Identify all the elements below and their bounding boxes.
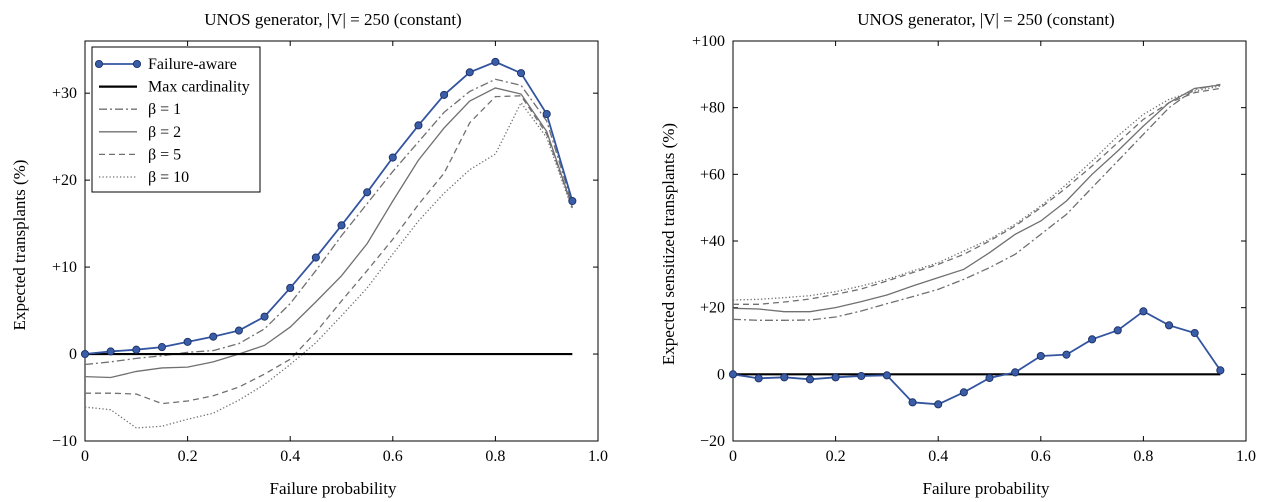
data-point xyxy=(780,373,789,382)
legend-label: β = 2 xyxy=(148,124,181,141)
data-point xyxy=(959,388,968,397)
data-point xyxy=(311,253,320,262)
y-tick-label: +30 xyxy=(52,85,77,102)
chart-title: UNOS generator, |V| = 250 (constant) xyxy=(857,10,1114,29)
x-tick-label: 0 xyxy=(81,448,89,465)
legend-box xyxy=(91,46,261,193)
series-line-marker xyxy=(84,60,574,355)
data-point xyxy=(337,221,346,230)
legend-label: Failure-aware xyxy=(148,56,237,73)
data-point xyxy=(754,374,763,383)
y-tick-label: +60 xyxy=(700,166,725,183)
chart-title: UNOS generator, |V| = 250 (constant) xyxy=(204,10,461,29)
data-point xyxy=(1011,368,1020,377)
legend-label: Max cardinality xyxy=(148,79,250,96)
legend-label: β = 1 xyxy=(148,101,181,118)
data-point xyxy=(1113,326,1122,335)
x-tick-label: 0.2 xyxy=(826,448,846,465)
data-point xyxy=(1216,366,1225,375)
data-point xyxy=(1139,307,1148,316)
x-tick-label: 1.0 xyxy=(1236,448,1256,465)
data-point xyxy=(363,188,372,197)
legend-marker xyxy=(132,59,142,69)
series-line-dashed xyxy=(733,87,1221,305)
legend-label: β = 5 xyxy=(148,146,181,163)
plot-area: 0 0.2 0.4 0.6 0.8 1.0−200+20+40+60+80+100 xyxy=(692,33,1256,465)
x-tick-label: 0.4 xyxy=(280,448,300,465)
data-point xyxy=(1062,350,1071,359)
data-point xyxy=(542,109,551,119)
data-point xyxy=(260,312,269,321)
y-tick-label: +20 xyxy=(52,172,77,189)
data-point xyxy=(805,375,815,384)
x-tick-label: 0.8 xyxy=(1133,448,1153,465)
data-point xyxy=(1088,335,1097,344)
y-tick-label: +10 xyxy=(52,259,77,276)
data-point xyxy=(183,337,192,346)
y-axis-label: Expected transplants (%) xyxy=(10,160,29,331)
y-tick-label: 0 xyxy=(717,366,725,383)
x-tick-label: 0.6 xyxy=(1031,448,1051,465)
data-point xyxy=(568,196,577,206)
series-line-marker xyxy=(732,310,1222,406)
data-point xyxy=(388,153,397,162)
legend: Failure-aware Max cardinality β = 1 β = 2 β … xyxy=(91,46,261,193)
y-tick-label: +80 xyxy=(700,100,725,117)
chart-expected-sensitized-transplants: UNOS generator, |V| = 250 (constant) Fai… xyxy=(659,10,1256,498)
data-point xyxy=(234,326,243,335)
chart-expected-transplants: UNOS generator, |V| = 250 (constant) Fai… xyxy=(10,10,608,498)
data-point xyxy=(209,332,218,341)
data-point xyxy=(517,69,526,78)
x-tick-label: 0.6 xyxy=(383,448,403,465)
y-tick-label: −10 xyxy=(52,433,77,450)
plot-frame xyxy=(84,40,599,442)
x-axis-label: Failure probability xyxy=(269,479,397,498)
series-line-solid xyxy=(84,87,573,379)
data-point xyxy=(934,400,943,409)
data-point xyxy=(1036,351,1045,361)
x-tick-label: 0.4 xyxy=(928,448,948,465)
data-point xyxy=(132,345,141,354)
data-point xyxy=(440,90,449,99)
data-point xyxy=(882,371,891,380)
data-point xyxy=(857,371,866,381)
x-axis-label: Failure probability xyxy=(922,479,1050,498)
data-point xyxy=(831,373,840,382)
data-point xyxy=(985,373,994,383)
series-line-dashed xyxy=(85,95,573,405)
data-point xyxy=(465,68,474,77)
legend-marker xyxy=(94,59,104,69)
plot-area: 0 0.2 0.4 0.6 0.8 1.0−100+10+20+30 xyxy=(52,40,608,465)
data-point xyxy=(80,349,90,359)
series-line-dashdot xyxy=(84,78,573,366)
x-tick-label: 0 xyxy=(729,448,737,465)
series-line-solid xyxy=(732,84,1221,313)
y-tick-label: +20 xyxy=(700,300,725,317)
data-point xyxy=(157,343,166,352)
y-tick-label: 0 xyxy=(69,346,77,363)
x-tick-label: 1.0 xyxy=(588,448,608,465)
series-line-dotted xyxy=(732,85,1221,301)
y-tick-label: +40 xyxy=(700,233,725,250)
data-point xyxy=(106,347,115,356)
data-point xyxy=(286,283,295,293)
data-point xyxy=(1190,328,1199,338)
series-line-dashdot xyxy=(732,83,1221,321)
data-point xyxy=(414,121,423,130)
legend-label: β = 10 xyxy=(148,169,189,186)
y-tick-label: +100 xyxy=(692,33,725,50)
x-tick-label: 0.2 xyxy=(178,448,198,465)
data-point xyxy=(491,57,500,66)
data-point xyxy=(1165,321,1174,330)
data-point xyxy=(728,370,738,379)
y-axis-label: Expected sensitized transplants (%) xyxy=(659,123,678,365)
data-point xyxy=(908,398,917,407)
y-tick-label: −20 xyxy=(700,433,725,450)
x-tick-label: 0.8 xyxy=(485,448,505,465)
